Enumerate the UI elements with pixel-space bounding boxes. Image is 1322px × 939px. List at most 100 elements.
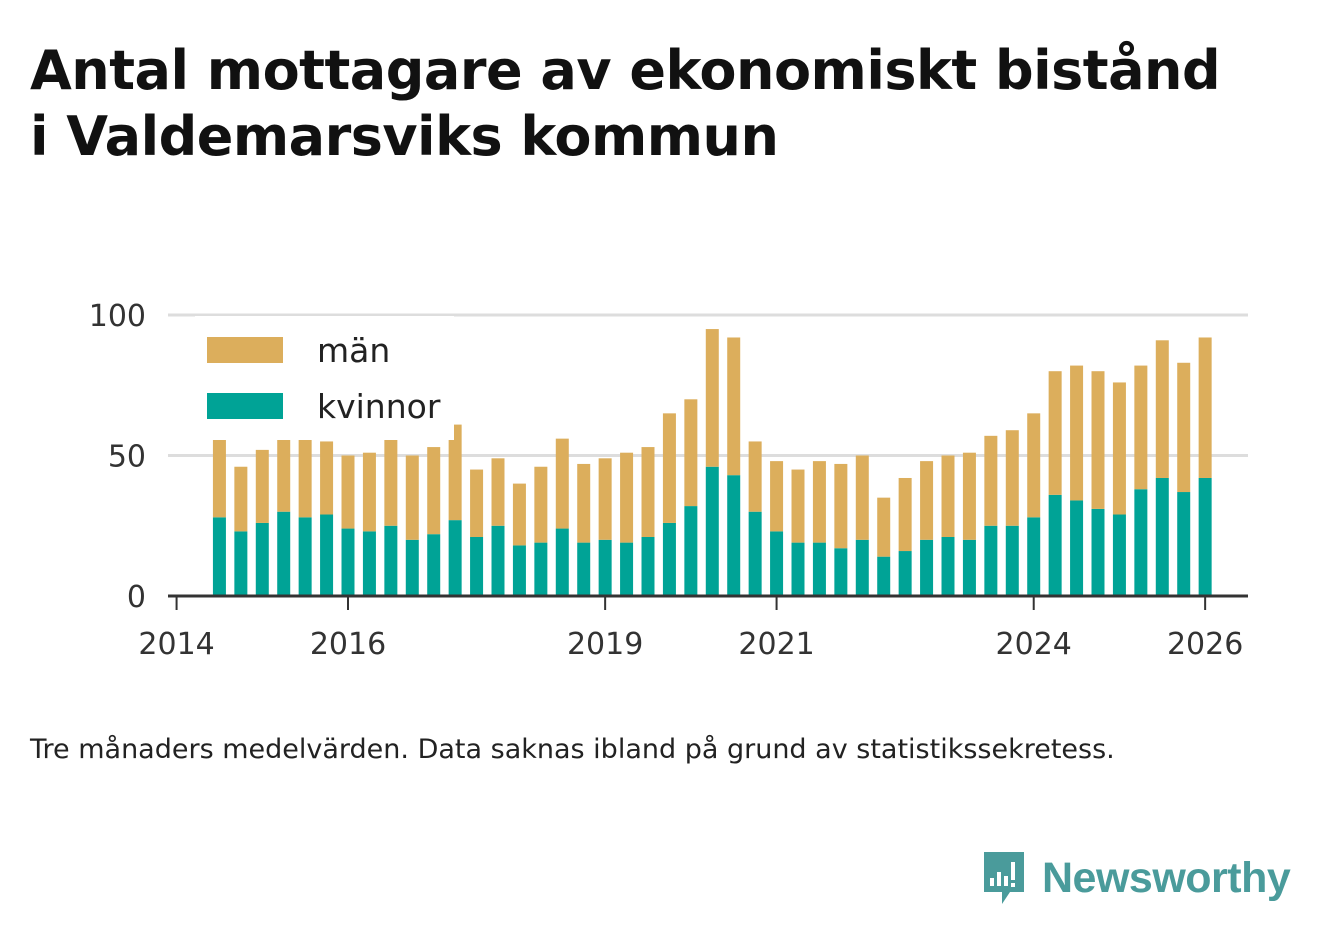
bar-kvinnor (877, 556, 891, 596)
bar-kvinnor (748, 511, 762, 596)
bar-man (491, 458, 505, 526)
bar-man (748, 441, 762, 512)
bar-kvinnor (234, 531, 248, 596)
bar-man (770, 461, 784, 532)
bar-kvinnor (1155, 477, 1169, 596)
bar-man (512, 483, 526, 546)
bar-kvinnor (770, 531, 784, 596)
bar-kvinnor (534, 542, 548, 596)
bar-man (641, 447, 655, 537)
bar-man (791, 469, 805, 543)
bar-man (427, 447, 441, 535)
legend-swatch-man (207, 337, 283, 363)
bar-man (298, 438, 312, 518)
legend-item-man: män (207, 322, 440, 378)
bar-man (534, 466, 548, 543)
bar-kvinnor (512, 545, 526, 596)
bar-man (984, 435, 998, 526)
bar-kvinnor (427, 534, 441, 596)
bar-kvinnor (620, 542, 634, 596)
bar-man (1091, 371, 1105, 509)
brand-name: Newsworthy (1042, 853, 1291, 902)
bar-man (598, 458, 612, 540)
bar-man (362, 452, 376, 532)
bar-man (470, 469, 484, 537)
bar-man (1155, 340, 1169, 478)
bar-kvinnor (298, 517, 312, 596)
bar-kvinnor (341, 528, 355, 596)
bar-kvinnor (1070, 500, 1084, 596)
y-tick-label-100: 100 (89, 299, 146, 334)
bar-man (277, 438, 291, 512)
bar-man (384, 438, 398, 526)
bar-kvinnor (470, 536, 484, 596)
bar-man (555, 438, 569, 529)
bar-kvinnor (855, 539, 869, 596)
bar-kvinnor (212, 517, 226, 596)
bar-man (684, 399, 698, 507)
bar-kvinnor (1091, 508, 1105, 596)
bar-kvinnor (598, 539, 612, 596)
bar-kvinnor (941, 536, 955, 596)
legend-label-kvinnor: kvinnor (317, 386, 441, 426)
bar-man (705, 329, 719, 467)
y-tick-label-0: 0 (127, 580, 146, 615)
title-line-1: Antal mottagare av ekonomiskt bistånd (30, 39, 1221, 102)
bar-man (1048, 371, 1062, 495)
bar-kvinnor (984, 525, 998, 596)
bar-man (812, 461, 826, 543)
bar-man (1005, 430, 1019, 526)
legend-label-man: män (317, 330, 391, 370)
bar-man (834, 463, 848, 549)
title-line-2: i Valdemarsviks kommun (30, 105, 779, 168)
bar-kvinnor (448, 520, 462, 596)
bar-man (662, 413, 676, 523)
bar-kvinnor (727, 475, 741, 596)
x-tick-label-2019: 2019 (567, 627, 643, 662)
x-tick-label-2014: 2014 (138, 627, 214, 662)
bar-kvinnor (362, 531, 376, 596)
x-tick-label-2024: 2024 (996, 627, 1072, 662)
bar-man (405, 455, 419, 540)
chart-legend: män kvinnor (195, 316, 455, 440)
bar-man (341, 455, 355, 529)
bar-man (212, 438, 226, 518)
bar-kvinnor (641, 536, 655, 596)
bar-kvinnor (320, 514, 334, 596)
newsworthy-logo-icon (984, 852, 1024, 904)
bar-man (255, 449, 269, 523)
bar-kvinnor (491, 525, 505, 596)
bar-man (962, 452, 976, 540)
bar-kvinnor (405, 539, 419, 596)
bar-kvinnor (920, 539, 934, 596)
bar-kvinnor (555, 528, 569, 596)
bar-man (320, 441, 334, 515)
bar-man (577, 463, 591, 543)
bar-man (1177, 362, 1191, 493)
bar-kvinnor (277, 511, 291, 596)
bar-kvinnor (1198, 477, 1212, 596)
bar-kvinnor (1048, 494, 1062, 596)
bar-man (448, 424, 462, 521)
bar-man (1134, 365, 1148, 490)
bar-man (727, 337, 741, 476)
x-tick-label-2016: 2016 (310, 627, 386, 662)
bar-kvinnor (834, 548, 848, 596)
bar-kvinnor (1027, 517, 1041, 596)
bar-man (1112, 382, 1126, 515)
newsworthy-logo[interactable]: Newsworthy (980, 848, 1291, 908)
bar-kvinnor (898, 551, 912, 596)
legend-item-kvinnor: kvinnor (207, 378, 440, 434)
bar-kvinnor (705, 466, 719, 596)
chart-caption: Tre månaders medelvärden. Data saknas ib… (30, 734, 1115, 765)
bar-kvinnor (662, 522, 676, 596)
bar-kvinnor (1177, 492, 1191, 596)
y-tick-label-50: 50 (108, 440, 146, 475)
bar-man (877, 497, 891, 557)
bar-kvinnor (962, 539, 976, 596)
chart-title: Antal mottagare av ekonomiskt bistånd i … (30, 38, 1310, 170)
bar-kvinnor (384, 525, 398, 596)
x-tick-label-2021: 2021 (738, 627, 814, 662)
bar-kvinnor (812, 542, 826, 596)
